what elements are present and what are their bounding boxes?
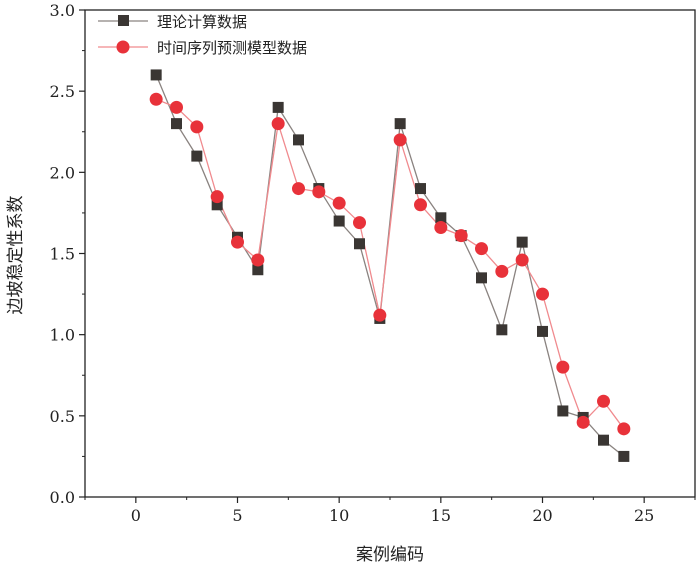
y-tick-label: 2.0	[50, 163, 75, 182]
data-point-prediction	[231, 235, 244, 249]
y-axis-label: 边坡稳定性系数	[6, 196, 26, 315]
y-tick-label: 0.5	[50, 407, 75, 426]
data-point-prediction	[251, 253, 265, 267]
data-point-prediction	[373, 308, 387, 322]
data-point-prediction	[393, 133, 407, 147]
data-point-prediction	[475, 242, 488, 256]
axes: 0 5 10 15 20 25 0.0 0.5 1.0 1.5 2.0 2.5 3.0	[50, 1, 696, 525]
series-layer	[149, 69, 631, 462]
data-point-prediction	[149, 92, 163, 106]
y-tick-label: 1.0	[50, 326, 75, 345]
data-point-theory	[150, 69, 162, 81]
data-point-prediction	[271, 117, 285, 131]
data-point-theory	[598, 434, 609, 446]
legend: 理论计算数据 时间序列预测模型数据	[98, 13, 307, 57]
data-point-theory	[516, 236, 528, 248]
data-point-prediction	[434, 221, 448, 235]
data-point-theory	[293, 134, 304, 146]
data-point-prediction	[190, 120, 204, 134]
data-point-prediction	[617, 422, 631, 436]
data-point-theory	[211, 199, 223, 211]
data-point-prediction	[170, 100, 183, 114]
plot-frame	[84, 9, 696, 498]
legend-marker-square	[118, 15, 129, 26]
data-point-prediction	[536, 287, 549, 301]
legend-label-prediction: 时间序列预测模型数据	[157, 39, 307, 57]
data-point-theory	[272, 101, 284, 113]
x-tick-label: 20	[532, 506, 552, 525]
legend-marker-circle	[116, 40, 130, 54]
x-tick-label: 25	[634, 506, 654, 525]
series-line-0	[155, 74, 625, 457]
x-tick-label: 5	[232, 506, 242, 525]
data-point-prediction	[312, 185, 326, 199]
data-point-prediction	[353, 216, 366, 230]
x-tick-label: 10	[329, 506, 349, 525]
data-point-prediction	[597, 394, 610, 408]
x-tick-label: 15	[431, 506, 451, 525]
data-point-theory	[171, 118, 182, 130]
data-point-prediction	[454, 229, 468, 243]
y-tick-label: 3.0	[50, 1, 75, 20]
y-tick-label: 1.5	[50, 245, 75, 264]
data-point-prediction	[414, 198, 427, 212]
data-point-prediction	[556, 360, 570, 374]
data-point-theory	[394, 118, 406, 130]
series-line-1	[155, 98, 625, 430]
data-point-theory	[252, 264, 264, 276]
data-point-theory	[496, 324, 508, 336]
data-point-theory	[476, 272, 487, 284]
data-point-theory	[333, 215, 345, 227]
data-point-prediction	[495, 264, 509, 278]
data-point-prediction	[576, 415, 590, 429]
data-point-theory	[618, 450, 630, 462]
data-point-prediction	[332, 196, 346, 210]
y-tick-label: 2.5	[50, 82, 75, 101]
y-tick-label: 0.0	[50, 488, 75, 507]
data-point-theory	[191, 150, 203, 162]
data-point-theory	[354, 238, 365, 250]
data-point-prediction	[515, 253, 529, 267]
data-point-theory	[415, 183, 426, 195]
data-point-prediction	[292, 182, 305, 196]
data-point-theory	[435, 212, 447, 224]
x-tick-label: 0	[131, 506, 141, 525]
x-axis-label: 案例编码	[356, 545, 424, 565]
data-point-theory	[557, 405, 569, 417]
legend-label-theory: 理论计算数据	[157, 13, 247, 31]
data-point-theory	[537, 325, 548, 337]
data-point-prediction	[210, 190, 224, 204]
